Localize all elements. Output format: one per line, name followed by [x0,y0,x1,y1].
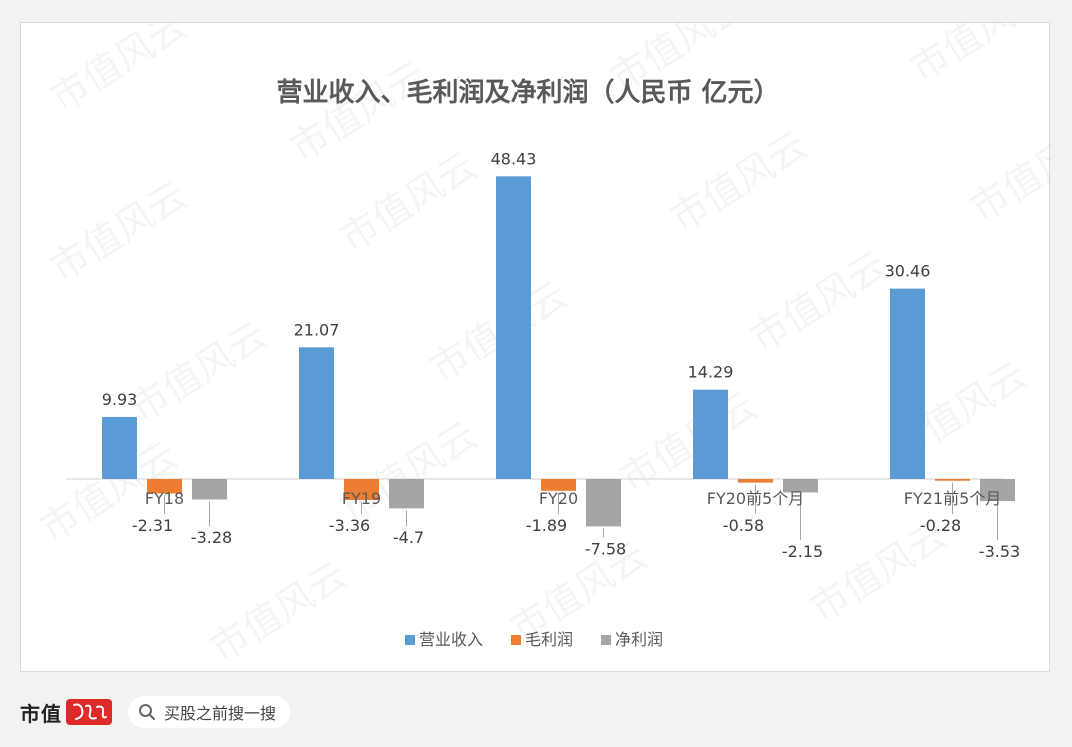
legend-swatch [511,635,521,645]
data-labels-layer: 9.93 -2.31 -3.28 21.07 -3.36 -4.7 48.43 -1.89 -7… [102,149,1021,561]
bar-net-profit [192,479,227,500]
bar-gross-profit [147,479,182,494]
brand-logo-text: 市值 [20,701,62,726]
category-label: FY19 [342,489,381,508]
legend-swatch [405,635,415,645]
legend-label: 净利润 [615,630,663,649]
watermark-text: 市值风云 [662,123,814,241]
data-label: 30.46 [885,262,931,281]
chart-card: 市值风云 市值风云 市值风云 市值风云 市值风云 市值风云 市值风云 市值风云 市值风云 市值风云… [20,22,1051,672]
data-label: 9.93 [102,390,138,409]
leader-lines-layer [164,482,998,540]
search-icon [139,704,155,720]
watermark-text: 市值风云 [202,553,354,671]
bar-revenue [890,288,925,479]
bar-revenue [299,347,334,479]
watermark-text: 市值风云 [962,113,1051,231]
category-label: FY20 [539,489,578,508]
category-label: FY18 [145,489,184,508]
bar-revenue [102,416,137,479]
data-label: 48.43 [491,149,537,168]
data-label: -3.53 [979,542,1020,561]
watermark-text: 市值风云 [742,243,894,361]
bar-revenue [496,176,531,479]
data-label: -0.28 [920,516,961,535]
data-label: -7.58 [585,539,626,558]
data-label: -0.58 [723,516,764,535]
legend-label: 营业收入 [419,630,483,649]
legend: 营业收入 毛利润 净利润 [405,630,663,649]
category-labels-layer: FY18 FY19 FY20 FY20前5个月 FY21前5个月 [145,489,1001,508]
watermark-text: 市值风云 [122,313,274,431]
bar-net-profit [980,479,1015,502]
legend-swatch [601,635,611,645]
data-label: 21.07 [294,320,340,339]
watermark-text: 市值风云 [332,413,484,531]
watermark-text: 市值风云 [282,53,434,171]
bar-net-profit [586,479,621,527]
watermark-text: 市值风云 [42,23,194,121]
bar-net-profit [783,479,818,493]
bar-gross-profit [344,479,379,500]
legend-label: 毛利润 [525,630,573,649]
watermark-text: 市值风云 [902,23,1051,91]
chart-title: 营业收入、毛利润及净利润（人民币 亿元） [276,77,779,108]
data-label: -4.7 [393,528,424,547]
data-label: -3.36 [329,516,370,535]
watermark-text: 市值风云 [612,383,764,501]
bar-gross-profit [738,479,773,483]
bar-revenue [693,389,728,479]
data-label: -1.89 [526,516,567,535]
watermark-text: 市值风云 [42,173,194,291]
bar-gross-profit [935,479,970,481]
brand-logo-badge [66,699,112,725]
search-placeholder: 买股之前搜一搜 [164,704,277,723]
footer: 市值 买股之前搜一搜 [20,690,291,734]
data-label: -2.15 [782,542,823,561]
bar-net-profit [389,479,424,509]
bars-layer [102,176,1015,527]
data-label: 14.29 [688,363,734,382]
category-label: FY20前5个月 [707,489,805,508]
data-label: -2.31 [132,516,173,535]
search-box[interactable]: 买股之前搜一搜 [128,696,291,728]
watermark-text: 市值风云 [332,143,484,261]
data-label: -3.28 [191,528,232,547]
bar-gross-profit [541,479,576,491]
category-label: FY21前5个月 [904,489,1002,508]
